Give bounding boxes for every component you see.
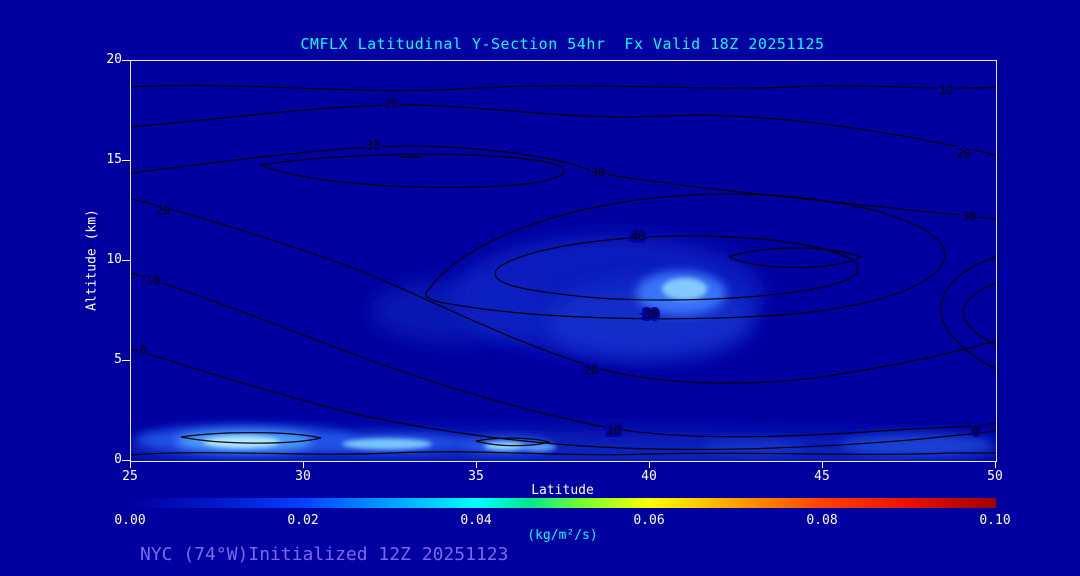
x-tick-label: 25	[122, 469, 138, 484]
y-tick-mark	[122, 160, 130, 161]
x-axis-label: Latitude	[531, 483, 594, 498]
colorbar-tick-label: 0.10	[979, 513, 1011, 528]
y-tick-label: 0	[114, 452, 122, 467]
shaded-flux-layer	[131, 235, 996, 461]
x-tick-mark	[649, 462, 650, 468]
contour-label: 0	[139, 344, 146, 358]
colorbar-tick-label: 0.00	[114, 513, 146, 528]
contour-line-10	[475, 437, 552, 447]
x-tick-label: 45	[814, 469, 830, 484]
contour-line-20	[940, 256, 996, 370]
contour-label: 20	[384, 97, 398, 111]
contour-line-20	[131, 198, 996, 384]
y-tick-mark	[122, 360, 130, 361]
contour-label: 10	[146, 274, 160, 288]
y-tick-label: 20	[106, 52, 122, 67]
contour-label: 20	[584, 364, 598, 378]
contour-label: 30	[644, 308, 658, 322]
contour-line-40	[494, 235, 859, 301]
y-tick-mark	[122, 460, 130, 461]
contour-label: 40	[631, 230, 645, 244]
y-tick-label: 15	[106, 152, 122, 167]
colorbar-tick-label: 0.08	[806, 513, 838, 528]
contour-line-10	[180, 432, 322, 444]
contour-label: 20	[156, 204, 170, 218]
y-tick-mark	[122, 260, 130, 261]
x-tick-mark	[822, 462, 823, 468]
contour-lines-layer	[131, 84, 996, 456]
contour-line-10	[131, 84, 996, 92]
contour-labels-layer: 10 20 30 20 30 30 40 30 20 20 10 0 10 0	[137, 81, 982, 440]
flux-shaded-region	[203, 436, 280, 448]
colorbar-tick-label: 0.06	[633, 513, 665, 528]
flux-shaded-region	[662, 278, 708, 300]
flux-shaded-region	[483, 441, 526, 451]
x-tick-mark	[476, 462, 477, 468]
contour-label: 0	[972, 424, 979, 438]
contour-line-10	[962, 282, 996, 346]
contour-line-10	[131, 272, 996, 438]
contour-label: 30	[591, 166, 605, 180]
colorbar	[130, 498, 996, 508]
x-tick-label: 35	[468, 469, 484, 484]
y-tick-label: 10	[106, 252, 122, 267]
colorbar-tick-label: 0.04	[460, 513, 492, 528]
model-init-text: NYC (74°W)Initialized 12Z 20251123	[140, 544, 509, 565]
contour-label: 10	[607, 424, 621, 438]
contour-line-20	[131, 104, 996, 156]
contour-line-0	[131, 451, 996, 456]
x-tick-label: 50	[987, 469, 1003, 484]
contour-label: 10	[939, 84, 953, 98]
chart-title: CMFLX Latitudinal Y-Section 54hr Fx Vali…	[300, 35, 825, 53]
contour-line-30	[258, 153, 565, 188]
x-tick-label: 40	[641, 469, 657, 484]
contour-line-50	[727, 247, 863, 269]
contour-label: 30	[366, 139, 380, 153]
contour-line-0	[131, 348, 996, 451]
colorbar-tick-label: 0.02	[287, 513, 319, 528]
plot-area: 10 20 30 20 30 30 40 30 20 20 10 0 10 0	[130, 60, 997, 462]
x-tick-mark	[995, 462, 996, 468]
y-tick-label: 5	[114, 352, 122, 367]
x-tick-mark	[130, 462, 131, 468]
flux-shaded-region	[840, 433, 993, 457]
contour-label: 20	[957, 147, 971, 161]
x-tick-label: 30	[295, 469, 311, 484]
flux-shaded-region	[701, 439, 806, 455]
contour-field: 10 20 30 20 30 30 40 30 20 20 10 0 10 0	[131, 81, 996, 461]
contour-line-30	[425, 193, 946, 320]
colorbar-units: (kg/m²/s)	[527, 528, 598, 543]
flux-shaded-region	[342, 438, 433, 450]
contour-label: 30	[962, 210, 976, 224]
contour-line-30	[131, 145, 996, 220]
y-tick-mark	[122, 60, 130, 61]
x-tick-mark	[303, 462, 304, 468]
